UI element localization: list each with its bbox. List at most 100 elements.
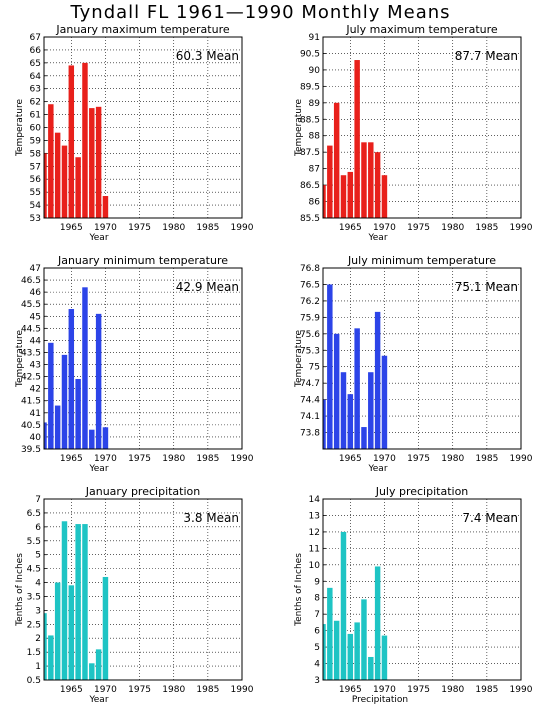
y-tick-label: 8 (314, 594, 320, 604)
bar-1964 (61, 354, 68, 449)
bar-1967 (361, 599, 367, 680)
x-tick-label: 1980 (162, 685, 185, 695)
x-tick-label: 1965 (339, 685, 362, 695)
bar-1970 (381, 635, 388, 680)
x-tick-label: 1990 (231, 223, 254, 233)
bar-1966 (75, 379, 81, 449)
bar-1961 (323, 399, 326, 449)
x-axis-label: Year (367, 464, 387, 474)
y-tick-label: 75 (309, 363, 320, 373)
y-tick-label: 42 (30, 385, 41, 395)
y-tick-label: 64 (30, 72, 42, 82)
bar-1970 (381, 175, 388, 218)
y-tick-label: 53 (30, 214, 41, 224)
y-tick-label: 3 (314, 676, 320, 686)
bar-1962 (48, 104, 54, 218)
x-tick-label: 1975 (128, 685, 151, 695)
mean-label: 87.7 Mean (455, 49, 518, 63)
x-tick-label: 1985 (196, 223, 219, 233)
y-tick-label: 13 (309, 511, 320, 521)
x-tick-label: 1965 (339, 223, 362, 233)
chart-title: July precipitation (375, 485, 469, 498)
bar-1963 (54, 405, 61, 449)
y-tick-label: 5 (314, 643, 320, 653)
x-axis-label: Year (367, 233, 387, 243)
bar-1962 (48, 635, 54, 680)
plot-frame (322, 498, 522, 681)
chart-title: January minimum temperature (57, 254, 228, 267)
bar-1965 (347, 394, 354, 449)
y-tick-label: 56 (30, 175, 42, 185)
x-tick-label: 1990 (510, 685, 533, 695)
bar-1963 (54, 582, 61, 680)
chart-title: July maximum temperature (345, 23, 498, 36)
bar-1967 (361, 427, 367, 449)
y-tick-label: 85.5 (300, 214, 320, 224)
plot-frame (322, 36, 522, 219)
bar-1969 (95, 649, 102, 680)
x-axis-label: Year (88, 233, 108, 243)
x-tick-label: 1985 (475, 223, 498, 233)
bar-1969 (374, 152, 381, 218)
x-tick-label: 1990 (510, 223, 533, 233)
y-axis-label: Tenths of Inches (15, 553, 25, 627)
bar-1967 (361, 142, 367, 218)
x-tick-label: 1970 (94, 223, 117, 233)
y-tick-label: 89.5 (300, 82, 320, 92)
bar-1965 (347, 633, 354, 680)
x-tick-label: 1975 (128, 454, 151, 464)
y-tick-label: 63 (30, 85, 41, 95)
bar-1962 (327, 284, 333, 449)
y-tick-label: 90.5 (300, 49, 320, 59)
y-tick-label: 1.5 (27, 648, 41, 658)
mean-label: 3.8 Mean (183, 511, 239, 525)
y-axis-label: Temperature (294, 330, 304, 388)
y-tick-label: 46.5 (21, 276, 41, 286)
mean-label: 75.1 Mean (455, 280, 518, 294)
mean-label: 7.4 Mean (462, 511, 518, 525)
x-tick-label: 1985 (196, 454, 219, 464)
y-tick-label: 41.5 (21, 397, 41, 407)
y-tick-label: 7 (35, 495, 41, 505)
y-axis-label: Temperature (15, 330, 25, 388)
bar-1961 (323, 185, 326, 218)
plot-frame (43, 36, 243, 219)
y-tick-label: 40 (30, 433, 42, 443)
y-tick-label: 58 (30, 149, 42, 159)
x-tick-label: 1975 (407, 454, 430, 464)
y-tick-label: 1 (35, 662, 41, 672)
y-tick-label: 5.5 (27, 537, 41, 547)
x-axis-label: Year (88, 695, 108, 705)
y-tick-label: 86.5 (300, 181, 320, 191)
bar-1966 (75, 524, 81, 680)
y-tick-label: 75.6 (300, 330, 320, 340)
y-tick-label: 61 (30, 111, 41, 121)
bar-1964 (61, 145, 68, 218)
chart-title: July minimum temperature (347, 254, 496, 267)
y-axis-label: Temperature (15, 99, 25, 157)
bar-1963 (333, 620, 340, 680)
y-tick-label: 76.5 (300, 280, 320, 290)
bar-1968 (368, 656, 374, 680)
bar-1961 (44, 613, 47, 680)
x-tick-label: 1965 (60, 454, 83, 464)
y-tick-label: 41 (30, 409, 41, 419)
y-tick-label: 46 (30, 288, 42, 298)
x-tick-label: 1970 (94, 454, 117, 464)
bar-1963 (333, 333, 340, 449)
bar-1962 (327, 587, 333, 680)
bar-1970 (102, 576, 109, 680)
figure-title: Tyndall FL 1961—1990 Monthly Means (0, 2, 541, 23)
y-tick-label: 54 (30, 201, 42, 211)
y-tick-label: 40.5 (21, 421, 41, 431)
y-tick-label: 90 (309, 66, 321, 76)
bar-1967 (82, 62, 88, 218)
y-tick-label: 44 (30, 336, 42, 346)
y-tick-label: 57 (30, 162, 41, 172)
y-tick-label: 0.5 (27, 676, 41, 686)
y-tick-label: 7 (314, 610, 320, 620)
y-tick-label: 42.5 (21, 373, 41, 383)
y-tick-label: 60 (30, 124, 42, 134)
x-tick-label: 1965 (60, 223, 83, 233)
y-tick-label: 2 (35, 634, 41, 644)
